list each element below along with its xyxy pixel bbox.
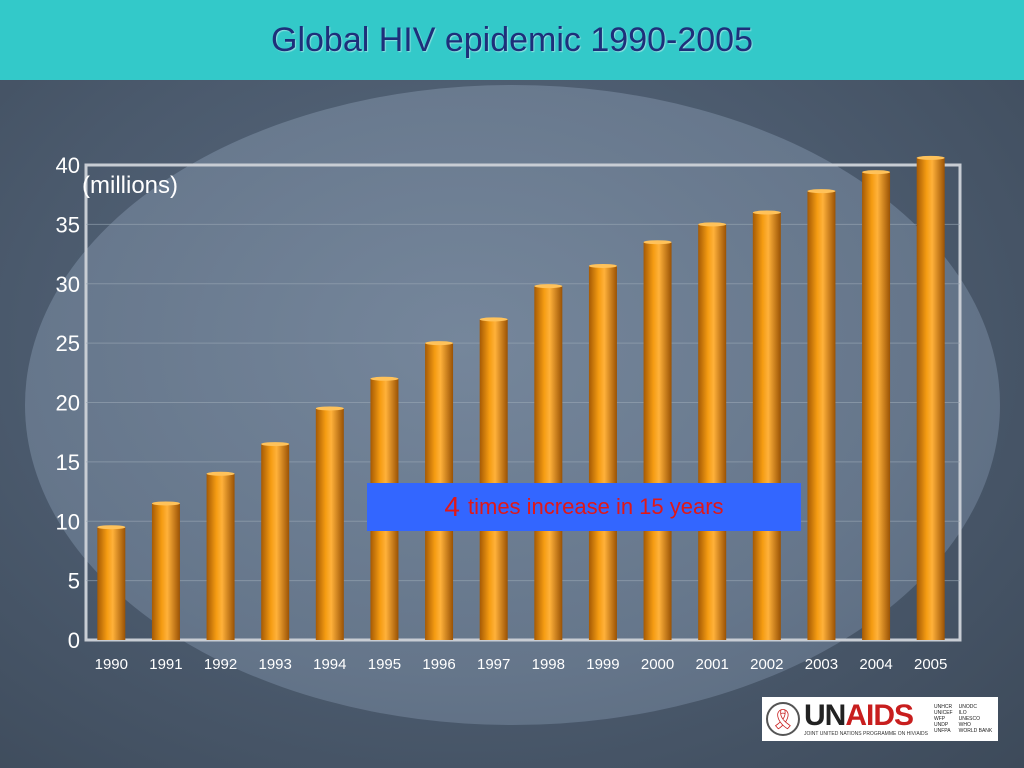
logo-wordmark: UNAIDS JOINT UNITED NATIONS PROGRAMME ON… [804, 699, 928, 738]
x-tick-label: 1999 [586, 656, 619, 673]
globe-background [25, 85, 1000, 725]
y-tick-label: 10 [56, 509, 80, 534]
cosponsor-name: WHO [958, 722, 971, 728]
x-tick-label: 2005 [914, 656, 947, 673]
x-tick-label: 1996 [422, 656, 455, 673]
slide-title: Global HIV epidemic 1990-2005 [271, 20, 753, 59]
cosponsor-name: UNHCR [934, 704, 953, 710]
title-bar: Global HIV epidemic 1990-2005 [0, 0, 1024, 80]
y-tick-label: 15 [56, 450, 80, 475]
x-tick-label: 1990 [95, 656, 128, 673]
bar-top [807, 189, 836, 194]
bar-top [916, 155, 945, 160]
y-axis-label: (millions) [82, 172, 178, 199]
bar [643, 242, 672, 640]
x-tick-label: 1992 [204, 656, 237, 673]
y-tick-label: 35 [56, 212, 80, 237]
bar-top [752, 210, 781, 215]
y-tick-label: 25 [56, 331, 80, 356]
bar-top [206, 471, 235, 476]
y-tick-label: 40 [56, 153, 80, 178]
callout-text: times increase in 15 years [468, 494, 724, 519]
bar-top [97, 525, 126, 530]
cosponsor-name: WFP [934, 716, 946, 722]
bar [151, 503, 180, 640]
y-tick-label: 20 [56, 391, 80, 416]
bar-top [862, 170, 891, 175]
unaids-emblem-icon: 🎗 [766, 702, 800, 736]
bar [698, 224, 727, 640]
bar [916, 157, 945, 640]
y-tick-label: 0 [68, 628, 80, 653]
bar-top [315, 406, 344, 411]
bar [479, 319, 508, 640]
callout-number: 4 [444, 491, 460, 522]
logo-name-prefix: UN [804, 699, 846, 732]
logo-cosponsors: UNHCR UNODC UNICEF ILO WFP UNESCO UNDP WHO UNFPA… [934, 704, 992, 734]
unaids-logo: 🎗 UNAIDS JOINT UNITED NATIONS PROGRAMME … [762, 697, 998, 741]
logo-name-suffix: AIDS [845, 699, 914, 732]
bar [752, 212, 781, 640]
callout-box: 4 times increase in 15 years [367, 483, 801, 531]
cosponsor-name: UNODC [958, 704, 977, 710]
bar [807, 191, 836, 640]
cosponsor-name: ILO [958, 710, 967, 716]
cosponsor-name: WORLD BANK [958, 728, 993, 734]
x-tick-label: 1997 [477, 656, 510, 673]
bar-top [588, 263, 617, 268]
bar-top [425, 341, 454, 346]
cosponsor-name: UNESCO [958, 716, 981, 722]
bar-top [261, 442, 290, 447]
x-tick-label: 1995 [368, 656, 401, 673]
x-tick-label: 2002 [750, 656, 783, 673]
cosponsor-name: UNDP [934, 722, 949, 728]
bar [534, 286, 563, 640]
cosponsor-name: UNICEF [934, 710, 953, 716]
x-tick-label: 1998 [532, 656, 565, 673]
logo-subtitle: JOINT UNITED NATIONS PROGRAMME ON HIV/AI… [804, 731, 928, 737]
bar [588, 265, 617, 640]
bar [261, 444, 290, 640]
cosponsor-name: UNFPA [934, 728, 951, 734]
bar [862, 172, 891, 640]
bar-top [643, 240, 672, 245]
x-tick-label: 2001 [696, 656, 729, 673]
bar-top [370, 376, 399, 381]
y-tick-label: 5 [68, 569, 80, 594]
x-tick-label: 1993 [259, 656, 292, 673]
x-tick-label: 2000 [641, 656, 674, 673]
y-tick-label: 30 [56, 272, 80, 297]
bar [206, 473, 235, 640]
x-tick-label: 1991 [149, 656, 182, 673]
bar-top [479, 317, 508, 322]
bar [97, 527, 126, 640]
bar-top [698, 222, 727, 227]
bar [315, 408, 344, 640]
bar-top [151, 501, 180, 506]
x-tick-label: 1994 [313, 656, 346, 673]
x-tick-label: 2004 [859, 656, 892, 673]
bar-top [534, 284, 563, 289]
x-tick-label: 2003 [805, 656, 838, 673]
